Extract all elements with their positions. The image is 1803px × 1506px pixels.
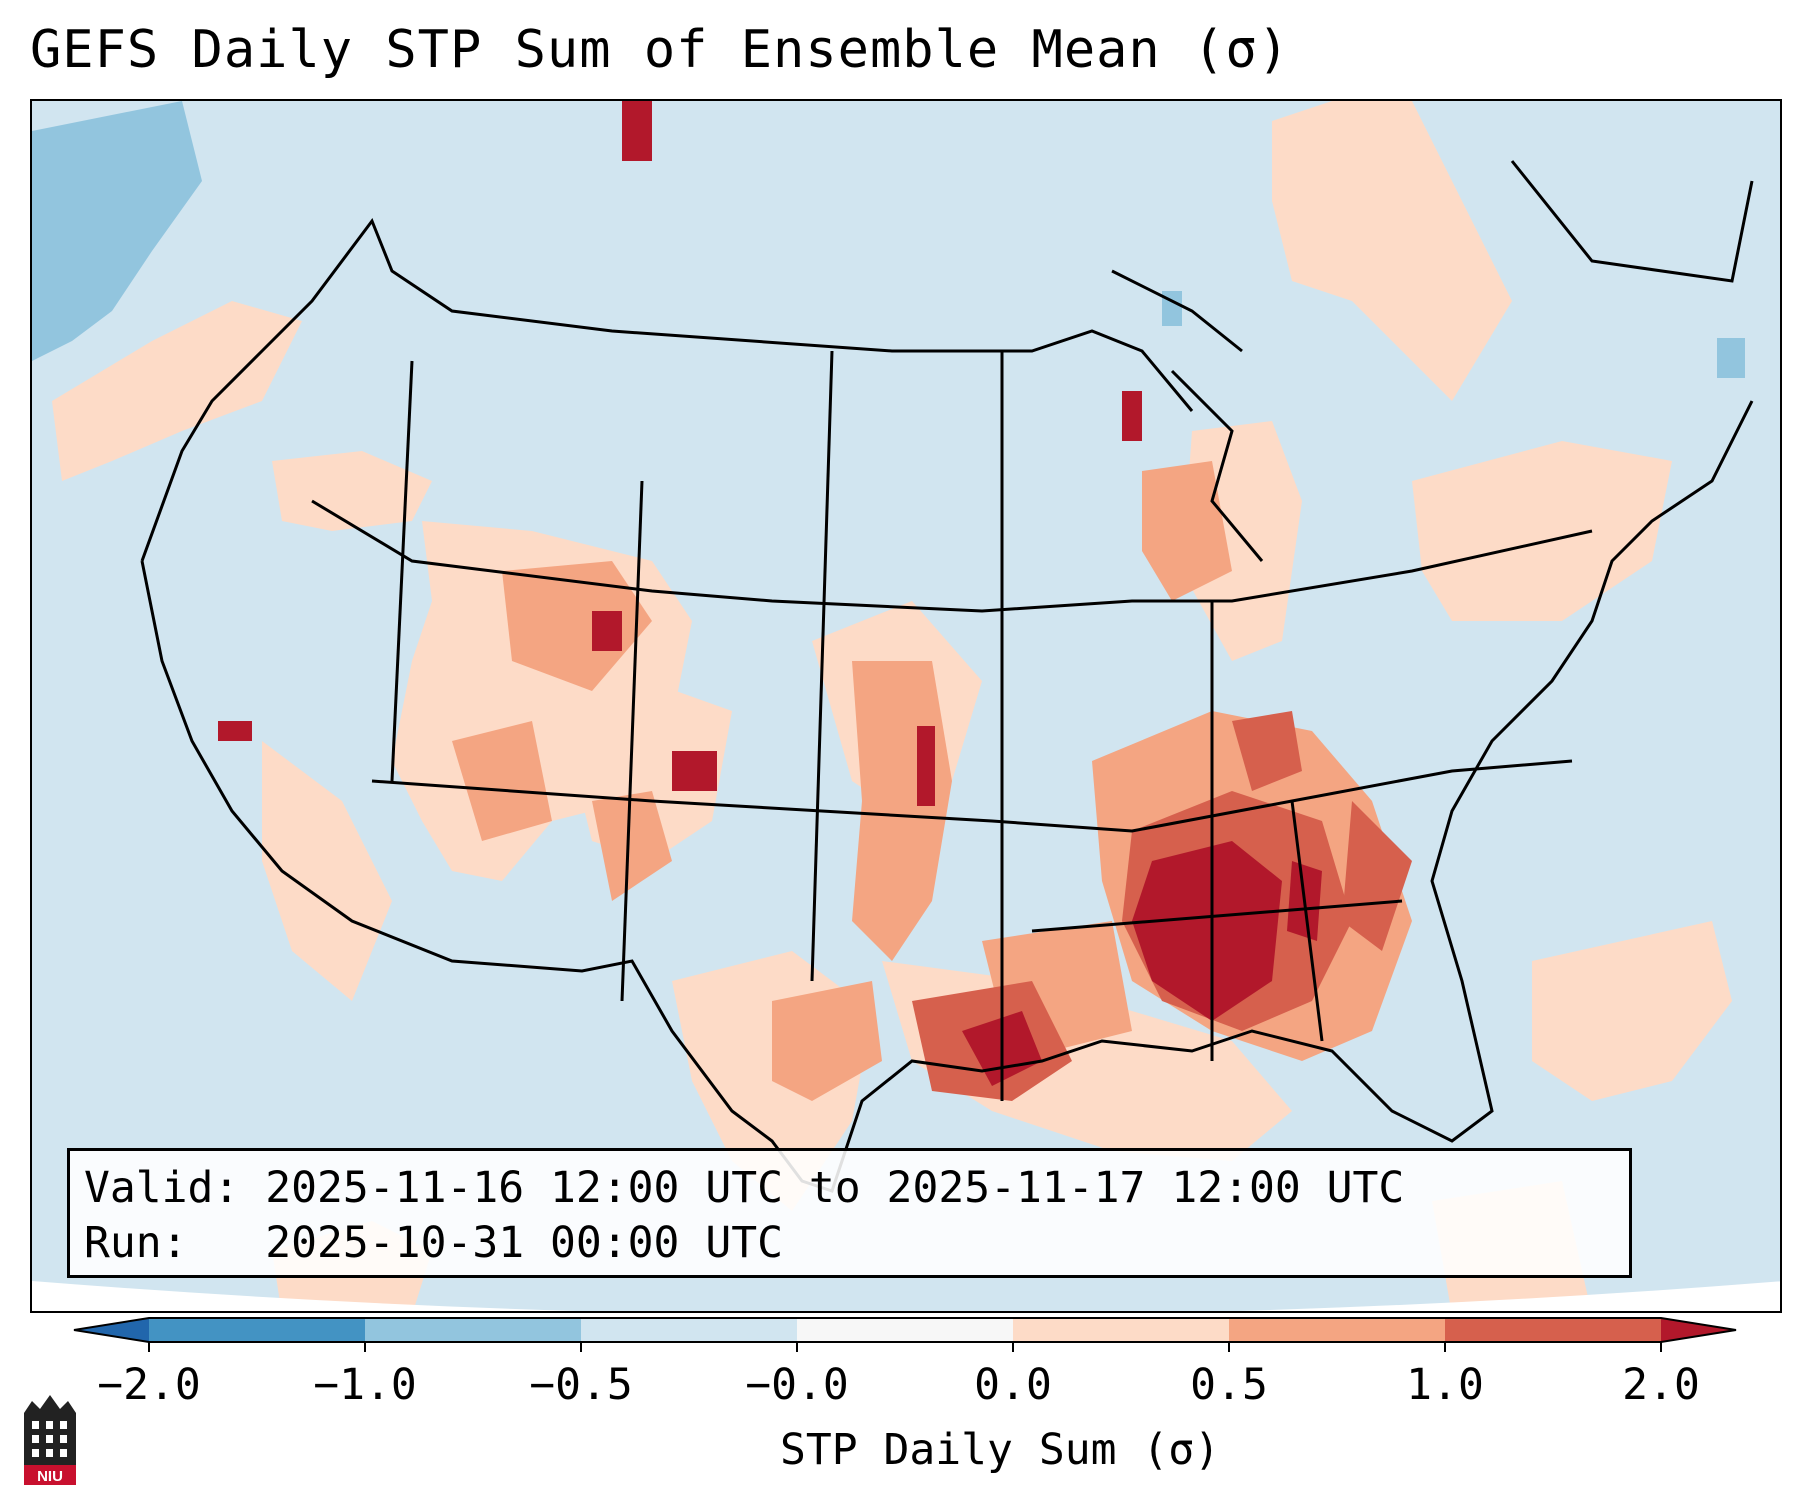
colorbar-ticks — [148, 1342, 1662, 1352]
run-label: Run: — [84, 1218, 188, 1268]
state-line-1 — [311, 499, 1593, 613]
colorbar-bin — [149, 1318, 365, 1342]
colorbar-tick-label: 0.5 — [1190, 1360, 1268, 1410]
valid-value: 2025-11-16 12:00 UTC to 2025-11-17 12:00… — [265, 1163, 1405, 1213]
max-positive — [218, 101, 1322, 1086]
max-cell-canada — [622, 101, 652, 161]
colorbar-extend-low — [74, 1318, 149, 1342]
colorbar-bin — [1445, 1318, 1661, 1342]
max-cell-michigan — [1122, 391, 1142, 441]
map-panel — [30, 99, 1782, 1313]
coastline — [140, 400, 1754, 1193]
colorbar-bin — [1013, 1318, 1229, 1342]
colorbar-tick-label: 0.0 — [974, 1360, 1052, 1410]
run-value: 2025-10-31 00:00 UTC — [265, 1218, 783, 1268]
negative-anomaly-pacific — [32, 101, 202, 361]
colorbar-bin — [797, 1318, 1013, 1342]
state-line-2 — [371, 759, 1573, 833]
negative-anomaly-atlantic — [1717, 338, 1745, 378]
great-lakes-2 — [1111, 269, 1243, 353]
great-lakes-1 — [1170, 369, 1264, 562]
northern-border — [140, 217, 1194, 562]
niu-logo-icon: NIU — [24, 1395, 76, 1485]
colorbar-label: STP Daily Sum (σ) — [779, 1425, 1221, 1475]
state-line-5 — [810, 350, 834, 982]
valid-run-box: Valid: 2025-11-16 12:00 UTC to 2025-11-1… — [67, 1148, 1632, 1278]
state-line-3 — [390, 360, 414, 782]
colorbar-extend-high — [1661, 1318, 1736, 1342]
state-line-8 — [1290, 800, 1324, 1042]
max-cell-kansas — [917, 726, 935, 806]
colorbar-bin — [581, 1318, 797, 1342]
max-cell-newmexico — [672, 751, 717, 791]
colorbar-tick-label: −2.0 — [97, 1360, 201, 1410]
figure-title: GEFS Daily STP Sum of Ensemble Mean (σ) — [30, 20, 1290, 80]
colorbar-bin — [1229, 1318, 1445, 1342]
state-line-4 — [620, 480, 644, 1002]
colorbar-tick-label: −0.0 — [745, 1360, 849, 1410]
colorbar-tick-label: 2.0 — [1622, 1360, 1700, 1410]
valid-label: Valid: — [84, 1163, 240, 1213]
max-cell-colorado — [592, 611, 622, 651]
svg-text:NIU: NIU — [37, 1468, 63, 1485]
boundaries — [140, 160, 1754, 1193]
colorbar — [73, 1317, 1737, 1352]
canada-east — [1510, 160, 1754, 283]
max-cell-california — [218, 721, 252, 741]
colorbar-tick-label: 1.0 — [1406, 1360, 1484, 1410]
state-line-9 — [1031, 899, 1403, 933]
projection-edge — [32, 1281, 1780, 1311]
map-svg — [32, 101, 1780, 1311]
colorbar-bin — [365, 1318, 581, 1342]
colorbar-tick-label: −0.5 — [529, 1360, 633, 1410]
colorbar-tick-label: −1.0 — [313, 1360, 417, 1410]
